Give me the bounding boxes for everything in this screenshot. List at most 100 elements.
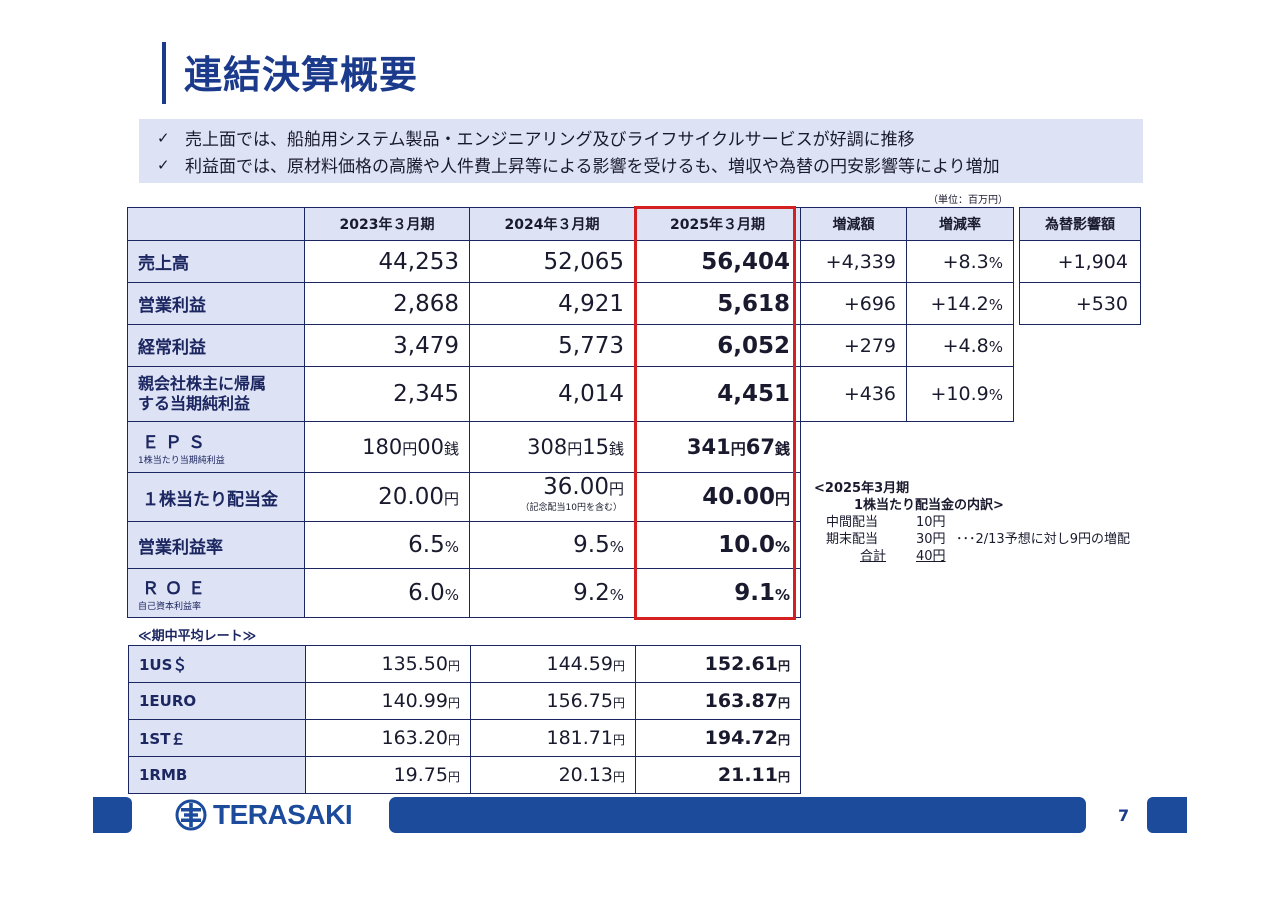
table-row-net-sales: 売上高 44,253 52,065 56,404 +4,339 +8.3%	[128, 241, 1014, 283]
rate-value: 20.13	[559, 764, 613, 786]
cell-fy2025: 5,618	[635, 283, 801, 325]
dividend-breakdown-heading: 1株当たり配当金の内訳>	[814, 497, 1130, 514]
cell-fy2024: 52,065	[470, 241, 635, 283]
cell-change-amount: +4,339	[801, 241, 907, 283]
margin-value: 6.5	[408, 532, 445, 558]
yen-unit: 円	[567, 440, 582, 458]
yen-unit: 円	[448, 696, 460, 710]
rate-value: 135.50	[382, 653, 448, 675]
dividend-amount: 30円	[916, 531, 956, 548]
row-label: １株当たり配当金	[128, 473, 305, 522]
table-row-eps: ＥＰＳ 1株当たり当期純利益 180円00銭 308円15銭 341円67銭	[128, 422, 1014, 473]
sen-part: 00	[417, 435, 444, 459]
dividend-value: 36.00	[543, 474, 609, 500]
roe-value: 9.1	[734, 580, 775, 606]
row-label: ＥＰＳ 1株当たり当期純利益	[128, 422, 305, 473]
commemorative-note: （記念配当10円を含む）	[470, 497, 624, 519]
cell-fy2023: 6.5%	[305, 522, 470, 569]
header-fy2024: 2024年３月期	[470, 208, 635, 241]
fx-effect-table: 為替影響額 +1,904 +530	[1019, 207, 1141, 325]
dividend-breakdown-heading: <2025年3月期	[814, 480, 1130, 497]
roe-value: 9.2	[573, 580, 610, 606]
header-fy2023: 2023年３月期	[305, 208, 470, 241]
row-label: 経常利益	[128, 325, 305, 367]
yen-unit: 円	[778, 770, 790, 784]
yen-unit: 円	[731, 440, 746, 458]
cell-fy2023: 135.50円	[306, 646, 471, 683]
cell-fy2024: 181.71円	[471, 720, 636, 757]
rate-value: 194.72	[705, 727, 778, 749]
rate-value: 156.75	[547, 690, 613, 712]
cell-fy2025: 6,052	[635, 325, 801, 367]
roe-value: 6.0	[408, 580, 445, 606]
rate-value: +10.9	[931, 383, 989, 405]
logo-text: TERASAKI	[213, 799, 352, 831]
dividend-breakdown-row: 中間配当 10円	[814, 514, 1130, 531]
percent-unit: %	[610, 586, 624, 604]
table-row-euro: 1EURO 140.99円 156.75円 163.87円	[129, 683, 801, 720]
cell-fy2024: 20.13円	[471, 757, 636, 794]
table-header-row: 2023年３月期 2024年３月期 2025年３月期 増減額 増減率	[128, 208, 1014, 241]
cell-fy2023: 44,253	[305, 241, 470, 283]
dividend-breakdown: <2025年3月期 1株当たり配当金の内訳> 中間配当 10円 期末配当 30円…	[814, 480, 1130, 565]
footer-band-left	[93, 797, 132, 833]
blank-cell	[801, 422, 907, 473]
cell-fy2024: 144.59円	[471, 646, 636, 683]
dividend-amount: 40円	[916, 548, 956, 565]
cell-fy2025: 152.61円	[636, 646, 801, 683]
table-row: +530	[1020, 283, 1141, 325]
exchange-rate-table: 1US＄ 135.50円 144.59円 152.61円 1EURO 140.9…	[128, 645, 801, 794]
percent-unit: %	[989, 254, 1003, 272]
cell-change-amount: +696	[801, 283, 907, 325]
rate-value: 152.61	[705, 653, 778, 675]
dividend-kind: 期末配当	[826, 531, 916, 548]
blank-cell	[907, 569, 1014, 618]
yen-unit: 円	[778, 733, 790, 747]
row-label: 1ST￡	[129, 720, 306, 757]
cell-fy2024: 4,921	[470, 283, 635, 325]
sen-part: 67	[746, 435, 775, 459]
table-row-operating-profit: 営業利益 2,868 4,921 5,618 +696 +14.2%	[128, 283, 1014, 325]
header-change-amount: 増減額	[801, 208, 907, 241]
rate-value: 163.87	[705, 690, 778, 712]
summary-text: 売上面では、船舶用システム製品・エンジニアリング及びライフサイクルサービスが好調…	[185, 125, 915, 150]
fx-effect-operating-profit: +530	[1020, 283, 1141, 325]
percent-unit: %	[775, 538, 790, 556]
row-label: 売上高	[128, 241, 305, 283]
rate-value: 140.99	[382, 690, 448, 712]
row-label-line: 親会社株主に帰属	[138, 374, 266, 393]
page-title: 連結決算概要	[184, 56, 418, 94]
yen-unit: 円	[448, 733, 460, 747]
percent-unit: %	[445, 538, 459, 556]
blank-cell	[801, 569, 907, 618]
cell-fy2023: 2,868	[305, 283, 470, 325]
summary-box: ✓ 売上面では、船舶用システム製品・エンジニアリング及びライフサイクルサービスが…	[139, 119, 1143, 183]
yen-part: 341	[687, 435, 731, 459]
cell-fy2023: 3,479	[305, 325, 470, 367]
rate-caption: ≪期中平均レート≫	[138, 625, 256, 644]
row-label-line: する当期純利益	[138, 394, 250, 413]
table-row-gbp: 1ST￡ 163.20円 181.71円 194.72円	[129, 720, 801, 757]
cell-fy2024: 5,773	[470, 325, 635, 367]
table-row-rmb: 1RMB 19.75円 20.13円 21.11円	[129, 757, 801, 794]
cell-fy2025: 4,451	[635, 367, 801, 422]
percent-unit: %	[775, 586, 790, 604]
cell-fy2025: 341円67銭	[635, 422, 801, 473]
percent-unit: %	[989, 296, 1003, 314]
unit-note: （単位：百万円）	[928, 191, 1008, 206]
cell-fy2023: 163.20円	[306, 720, 471, 757]
table-row-ordinary-profit: 経常利益 3,479 5,773 6,052 +279 +4.8%	[128, 325, 1014, 367]
dividend-kind: 合計	[826, 548, 916, 565]
yen-unit: 円	[775, 490, 790, 508]
cell-fy2023: 20.00円	[305, 473, 470, 522]
header-change-rate: 増減率	[907, 208, 1014, 241]
yen-unit: 円	[613, 659, 625, 673]
percent-unit: %	[989, 338, 1003, 356]
percent-unit: %	[989, 386, 1003, 404]
sen-unit: 銭	[444, 440, 459, 458]
yen-unit: 円	[444, 490, 459, 508]
roe-label: ＲＯＥ	[138, 579, 211, 599]
check-icon: ✓	[157, 156, 185, 174]
cell-fy2025: 9.1%	[635, 569, 801, 618]
summary-line: ✓ 利益面では、原材料価格の高騰や人件費上昇等による影響を受けるも、増収や為替の…	[157, 151, 1143, 178]
